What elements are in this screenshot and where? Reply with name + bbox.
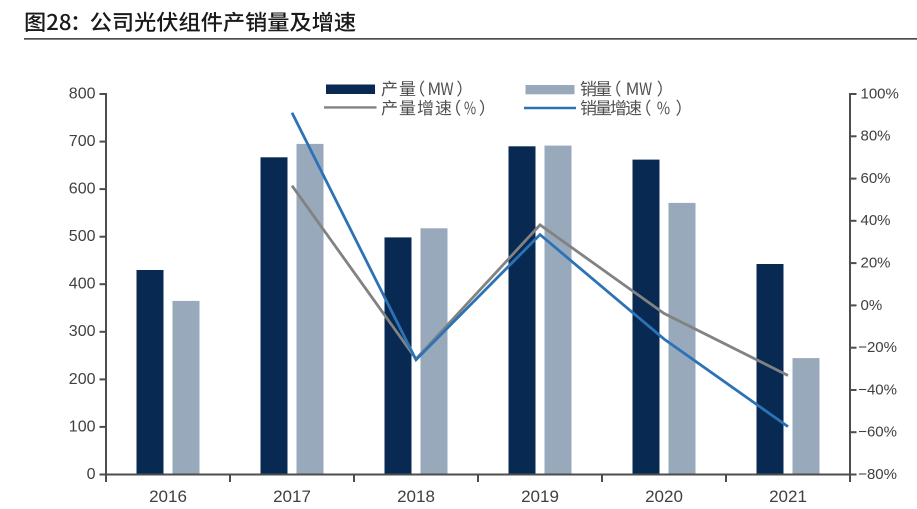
svg-text:2016: 2016	[149, 487, 187, 506]
svg-text:60%: 60%	[861, 170, 891, 187]
svg-text:2017: 2017	[273, 487, 311, 506]
svg-text:100: 100	[69, 418, 96, 435]
svg-text:2020: 2020	[645, 487, 683, 506]
svg-text:0: 0	[87, 466, 96, 483]
svg-text:100%: 100%	[861, 85, 899, 102]
svg-text:500: 500	[69, 228, 96, 245]
svg-text:600: 600	[69, 181, 96, 198]
svg-text:2019: 2019	[521, 487, 559, 506]
svg-text:−40%: −40%	[858, 381, 897, 398]
svg-text:−80%: −80%	[858, 466, 897, 483]
svg-text:2021: 2021	[769, 487, 807, 506]
svg-text:300: 300	[69, 323, 96, 340]
svg-text:0%: 0%	[861, 297, 883, 314]
svg-text:80%: 80%	[861, 128, 891, 145]
svg-text:20%: 20%	[861, 255, 891, 272]
svg-text:2018: 2018	[397, 487, 435, 506]
svg-text:−20%: −20%	[858, 339, 897, 356]
svg-text:200: 200	[69, 371, 96, 388]
svg-text:40%: 40%	[861, 212, 891, 229]
svg-text:−60%: −60%	[858, 424, 897, 441]
svg-text:800: 800	[69, 85, 96, 102]
svg-text:700: 700	[69, 133, 96, 150]
svg-text:400: 400	[69, 276, 96, 293]
